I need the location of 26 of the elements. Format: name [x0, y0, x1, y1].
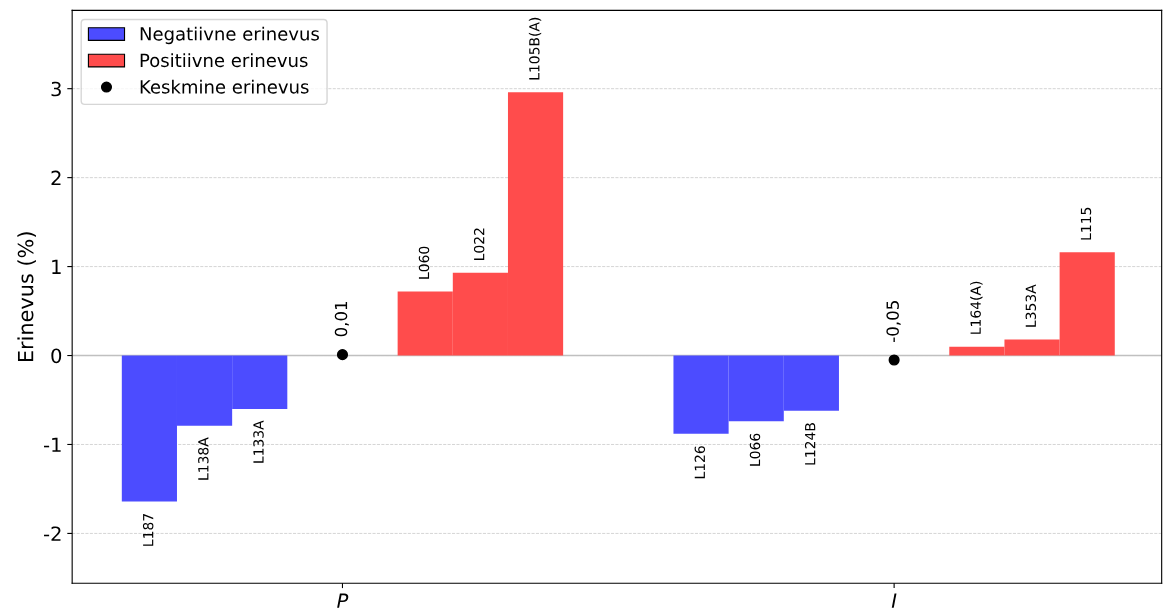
- x-tick-label: I: [891, 593, 897, 608]
- data-label: L133A: [253, 420, 264, 463]
- data-label: L164(A): [970, 281, 983, 334]
- data-label: -0,05: [886, 301, 901, 342]
- y-tick-label: -1: [44, 437, 61, 452]
- legend-label: Positiivne erinevus: [140, 53, 308, 68]
- data-label: L353A: [1025, 284, 1037, 327]
- data-label: L115: [1080, 207, 1092, 240]
- legend-label: Keskmine erinevus: [140, 79, 309, 94]
- data-label: 0,01: [334, 301, 350, 337]
- y-tick-label: 3: [51, 81, 61, 97]
- y-tick-label: -2: [44, 526, 61, 541]
- y-tick-label: 2: [51, 170, 61, 186]
- data-label: L138A: [198, 437, 209, 480]
- data-label: L060: [418, 246, 430, 279]
- data-label: L066: [749, 433, 761, 466]
- data-label: L105B(A): [528, 17, 542, 80]
- data-label: L126: [694, 446, 706, 479]
- data-label: L124B: [804, 423, 816, 465]
- data-label: L022: [473, 228, 485, 260]
- y-tick-label: 0: [51, 348, 62, 364]
- y-axis-title: Erinevus (%): [17, 232, 36, 362]
- y-tick-label: 1: [52, 259, 61, 274]
- x-tick-label: P: [337, 593, 349, 608]
- legend-label: Negatiivne erinevus: [140, 26, 319, 45]
- data-label: L187: [142, 514, 154, 546]
